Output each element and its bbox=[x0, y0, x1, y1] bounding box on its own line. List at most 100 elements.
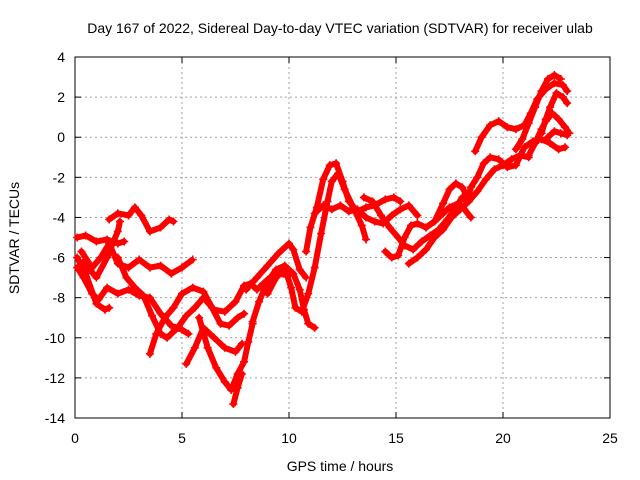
data-point-marker bbox=[550, 127, 559, 136]
data-point-marker bbox=[552, 89, 561, 98]
data-point-marker bbox=[103, 283, 112, 292]
series-line bbox=[146, 284, 248, 357]
data-point-marker bbox=[156, 223, 165, 232]
x-tick-label: 20 bbox=[495, 430, 511, 446]
data-point-marker bbox=[73, 233, 82, 242]
y-tick-label: -4 bbox=[53, 209, 66, 225]
data-point-marker bbox=[167, 269, 176, 278]
data-point-marker bbox=[563, 131, 572, 140]
data-point-marker bbox=[537, 87, 546, 96]
data-point-marker bbox=[195, 313, 204, 322]
series-line bbox=[249, 262, 318, 331]
data-point-marker bbox=[130, 203, 139, 212]
data-point-marker bbox=[252, 273, 261, 282]
data-point-marker bbox=[563, 87, 572, 96]
data-point-marker bbox=[561, 123, 570, 132]
data-point-marker bbox=[561, 143, 570, 152]
data-point-marker bbox=[439, 225, 448, 234]
data-point-marker bbox=[287, 283, 296, 292]
data-point-marker bbox=[188, 283, 197, 292]
data-point-marker bbox=[394, 251, 403, 260]
data-point-marker bbox=[160, 313, 169, 322]
data-point-marker bbox=[135, 255, 144, 264]
data-point-marker bbox=[503, 163, 512, 172]
data-point-marker bbox=[130, 283, 139, 292]
x-tick-label: 25 bbox=[602, 430, 618, 446]
data-point-marker bbox=[518, 135, 527, 144]
data-point-marker bbox=[203, 343, 212, 352]
data-point-marker bbox=[430, 233, 439, 242]
data-point-marker bbox=[558, 93, 567, 102]
data-point-marker bbox=[263, 277, 272, 286]
data-point-marker bbox=[156, 309, 165, 318]
data-point-marker bbox=[404, 259, 413, 268]
data-point-marker bbox=[190, 303, 199, 312]
data-point-marker bbox=[285, 239, 293, 248]
data-point-marker bbox=[120, 237, 129, 246]
chart-title: Day 167 of 2022, Sidereal Day-to-day VTE… bbox=[87, 20, 593, 36]
data-point-marker bbox=[531, 139, 540, 148]
data-point-marker bbox=[233, 313, 242, 322]
data-point-marker bbox=[511, 125, 520, 134]
data-point-marker bbox=[558, 81, 567, 90]
data-point-marker bbox=[556, 129, 565, 138]
y-tick-labels: 4 2 0 -2 -4 -6 -8 -10 -12 -14 bbox=[45, 49, 65, 426]
satellite-track-8 bbox=[145, 283, 249, 358]
data-point-marker bbox=[263, 289, 272, 298]
data-point-marker bbox=[310, 323, 319, 332]
data-point-marker bbox=[79, 257, 88, 266]
data-point-marker bbox=[113, 227, 122, 236]
data-point-marker bbox=[445, 203, 454, 212]
data-point-marker bbox=[409, 245, 418, 254]
data-point-marker bbox=[272, 265, 281, 274]
data-point-marker bbox=[546, 139, 555, 148]
data-point-marker bbox=[377, 211, 386, 220]
y-tick-label: -6 bbox=[53, 250, 66, 266]
data-point-marker bbox=[79, 273, 88, 282]
data-point-marker bbox=[109, 237, 118, 246]
data-point-marker bbox=[88, 289, 97, 298]
data-point-marker bbox=[404, 201, 413, 210]
data-point-marker bbox=[145, 263, 154, 272]
data-point-marker bbox=[362, 203, 371, 212]
data-point-marker bbox=[357, 221, 366, 230]
data-point-marker bbox=[486, 121, 495, 130]
data-point-marker bbox=[122, 273, 131, 282]
satellite-track-15 bbox=[302, 159, 405, 256]
x-tick-label: 15 bbox=[388, 430, 404, 446]
satellite-track-11 bbox=[229, 369, 246, 408]
data-point-marker bbox=[462, 197, 471, 206]
data-point-marker bbox=[396, 205, 405, 214]
data-point-marker bbox=[381, 247, 390, 256]
series-line bbox=[405, 152, 532, 267]
data-point-marker bbox=[531, 103, 540, 112]
data-point-marker bbox=[543, 75, 552, 84]
series-line bbox=[303, 160, 404, 255]
data-point-marker bbox=[362, 213, 371, 222]
data-point-marker bbox=[173, 323, 182, 332]
data-point-marker bbox=[325, 161, 334, 170]
data-point-marker bbox=[338, 177, 347, 186]
data-point-marker bbox=[92, 237, 101, 246]
data-point-marker bbox=[302, 247, 311, 256]
data-point-marker bbox=[225, 321, 234, 330]
data-point-marker bbox=[319, 175, 328, 184]
satellite-track-21 bbox=[462, 135, 570, 206]
data-point-marker bbox=[139, 291, 148, 300]
data-point-marker bbox=[105, 303, 114, 312]
data-point-marker bbox=[124, 285, 133, 294]
data-series bbox=[73, 71, 574, 408]
data-point-marker bbox=[220, 377, 229, 386]
x-tick-label: 5 bbox=[178, 430, 186, 446]
data-point-marker bbox=[554, 115, 563, 124]
data-point-marker bbox=[389, 193, 398, 202]
data-point-marker bbox=[550, 71, 559, 80]
axis-ticks bbox=[74, 56, 611, 419]
data-point-marker bbox=[295, 285, 304, 294]
satellite-track-23 bbox=[511, 71, 565, 154]
data-point-marker bbox=[385, 223, 394, 232]
data-point-marker bbox=[353, 205, 362, 214]
y-tick-label: -12 bbox=[45, 370, 65, 386]
satellite-track-10 bbox=[195, 313, 257, 394]
data-point-marker bbox=[188, 255, 197, 264]
